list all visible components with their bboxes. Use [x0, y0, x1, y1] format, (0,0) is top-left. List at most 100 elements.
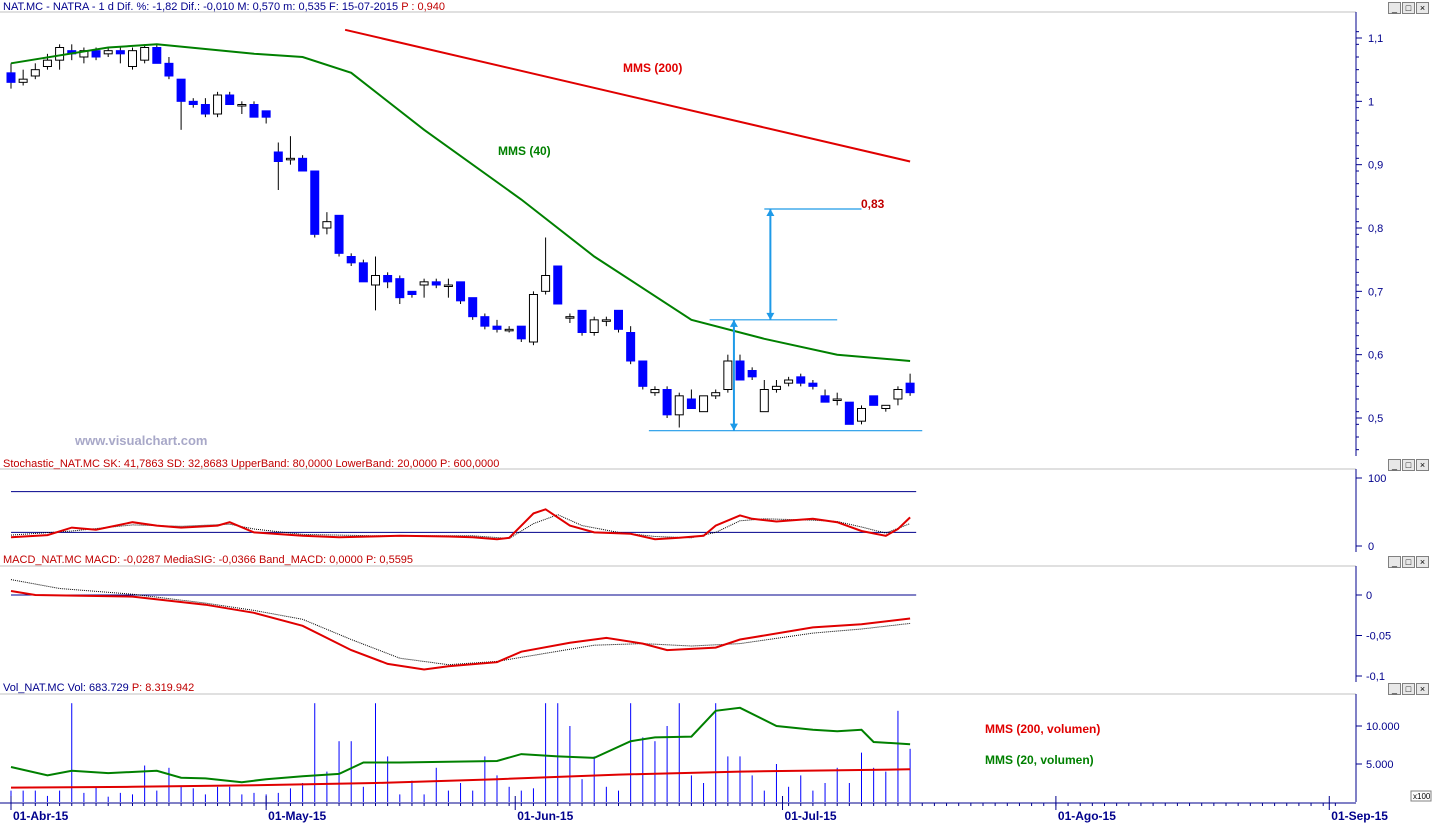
candle-bear — [152, 47, 162, 64]
vol-maximize-button[interactable]: □ — [1402, 683, 1415, 695]
candle-bear — [358, 262, 368, 283]
vol-close-button[interactable]: × — [1416, 683, 1429, 695]
candle-bear — [626, 332, 636, 362]
stoch-close-button[interactable]: × — [1416, 459, 1429, 471]
ma200-label: MMS (200) — [623, 61, 682, 75]
price-header: NAT.MC - NATRA - 1 d Dif. %: -1,82 Dif.:… — [3, 1, 445, 14]
candle-bear — [905, 382, 915, 394]
candle-bear — [346, 256, 356, 264]
candle-bear — [200, 104, 210, 115]
candle-bear — [844, 401, 854, 425]
candle-bull — [371, 275, 380, 286]
macd-close-button[interactable]: × — [1416, 556, 1429, 568]
y-tick-label: 0,7 — [1368, 286, 1383, 298]
y-tick-label: 0,9 — [1368, 160, 1383, 172]
candle-bear — [298, 157, 308, 172]
candle-bear — [310, 170, 320, 235]
candle-bull — [322, 221, 332, 229]
candle-bear — [176, 78, 186, 102]
candle-bear — [273, 151, 283, 162]
stoch-header-last: P: 600,0000 — [440, 458, 500, 470]
candle-bear — [686, 398, 696, 409]
watermark: www.visualchart.com — [74, 433, 207, 448]
vol-header: Vol_NAT.MC Vol: 683.729 P: 8.319.942 — [3, 682, 194, 695]
macd-maximize-button[interactable]: □ — [1402, 556, 1415, 568]
candle-bull — [419, 281, 429, 286]
candle-bear — [516, 325, 526, 340]
vol-ma20-legend: MMS (20, volumen) — [985, 753, 1094, 767]
ma40-label: MMS (40) — [498, 144, 551, 158]
candle-bear — [91, 50, 101, 58]
candle-bull — [42, 59, 52, 68]
macd-minimize-button[interactable]: _ — [1388, 556, 1401, 568]
arrow-head — [766, 312, 775, 320]
macd-line — [10, 590, 911, 671]
candle-bear — [492, 325, 502, 330]
candle-bull — [723, 360, 733, 390]
macd-header-text: MACD_NAT.MC MACD: -0,0287 MediaSIG: -0,0… — [3, 554, 363, 566]
y-tick-label: -0,1 — [1366, 671, 1385, 683]
y-tick-label: 100 — [1368, 473, 1386, 485]
candle-bull — [784, 379, 794, 384]
candle-bear — [164, 62, 174, 77]
x-tick-label: 01-Sep-15 — [1331, 809, 1388, 823]
ma40-line — [10, 43, 911, 362]
minimize-button[interactable]: _ — [1388, 2, 1401, 14]
candle-bear — [614, 309, 623, 330]
candle-bull — [30, 69, 40, 77]
stoch-maximize-button[interactable]: □ — [1402, 459, 1415, 471]
candle-bear — [407, 290, 417, 296]
candle-bull — [711, 392, 721, 397]
candle-bull — [759, 389, 769, 413]
y-tick-label: 0 — [1366, 590, 1372, 602]
y-tick-label: 0,6 — [1368, 350, 1383, 362]
candle-bull — [443, 284, 453, 287]
candle-bear — [6, 72, 16, 83]
candle-bear — [249, 104, 259, 118]
candle-bull — [140, 47, 150, 61]
stoch-minimize-button[interactable]: _ — [1388, 459, 1401, 471]
maximize-button[interactable]: □ — [1402, 2, 1415, 14]
candle-bull — [213, 94, 223, 115]
x-tick-label: 01-Ago-15 — [1058, 809, 1116, 823]
y-tick-label: 0,5 — [1368, 413, 1383, 425]
candle-bull — [881, 404, 891, 410]
candle-bear — [115, 50, 125, 55]
scale-tag-box — [1410, 790, 1432, 802]
candle-bull — [893, 389, 903, 400]
y-tick-label: 5.000 — [1366, 759, 1394, 771]
stoch-sk-line — [10, 508, 911, 541]
candle-bull — [699, 395, 709, 413]
price-header-text: NAT.MC - NATRA - 1 d Dif. %: -1,82 Dif.:… — [3, 1, 399, 13]
candle-bull — [504, 328, 514, 332]
vol-ma200-legend: MMS (200, volumen) — [985, 722, 1100, 736]
candle-bear — [638, 360, 648, 387]
candle-bull — [541, 275, 551, 292]
candle-bear — [480, 316, 490, 327]
candle-bull — [128, 50, 137, 68]
vol-header-text: Vol_NAT.MC Vol: 683.729 — [3, 682, 129, 694]
arrow-head — [729, 423, 738, 431]
candle-bear — [553, 265, 563, 305]
vol-ma20-line — [10, 706, 911, 784]
candle-bear — [468, 297, 478, 318]
candle-bear — [383, 275, 393, 283]
macd-header: MACD_NAT.MC MACD: -0,0287 MediaSIG: -0,0… — [3, 554, 413, 567]
scale-tag: x100 — [1413, 792, 1431, 801]
candle-bear — [395, 278, 405, 299]
y-tick-label: 1 — [1368, 96, 1374, 108]
candle-bull — [565, 316, 575, 319]
candle-bear — [820, 395, 830, 403]
candle-bear — [662, 389, 672, 416]
candle-bear — [334, 214, 344, 254]
y-tick-label: 0,8 — [1368, 223, 1383, 235]
y-tick-label: 10.000 — [1366, 721, 1400, 733]
vol-minimize-button[interactable]: _ — [1388, 683, 1401, 695]
candle-bear — [869, 395, 879, 406]
candle-bear — [808, 382, 818, 387]
candle-bull — [18, 78, 28, 83]
close-button[interactable]: × — [1416, 2, 1429, 14]
candle-bull — [601, 319, 611, 322]
candle-bear — [577, 309, 587, 334]
